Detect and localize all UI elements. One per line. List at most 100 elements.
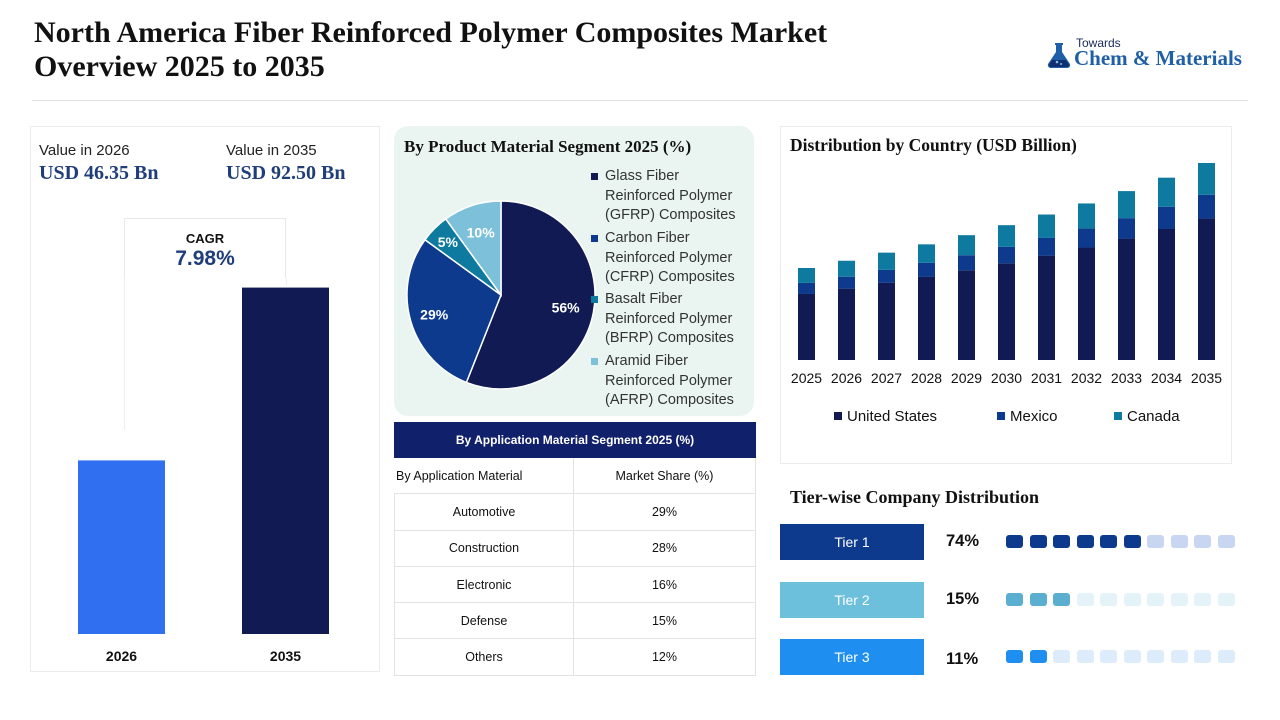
table-cell: Construction: [394, 530, 574, 566]
legend-item-canada: Canada: [1114, 408, 1180, 425]
kpi-bar: [78, 460, 165, 634]
table-row: Electronic 16%: [394, 566, 756, 604]
legend-text: (AFRP) Composites: [605, 392, 734, 408]
country-bar-segment: [838, 276, 855, 289]
x-tick-label: 2034: [1151, 370, 1182, 386]
tier-block: [1029, 650, 1047, 663]
tier-3-blocks: [1006, 650, 1235, 664]
tier-block: [1170, 650, 1188, 663]
logo-text-small: Towards: [1076, 36, 1121, 50]
country-bar-segment: [1118, 238, 1135, 360]
page-title: North America Fiber Reinforced Polymer C…: [34, 16, 994, 84]
tier-block: [1170, 593, 1188, 606]
tier-block: [1076, 650, 1094, 663]
table-row: Defense 15%: [394, 603, 756, 640]
legend-swatch: [591, 235, 598, 242]
table-title: By Application Material Segment 2025 (%): [394, 422, 756, 458]
country-bar-segment: [998, 225, 1015, 247]
pie-slice-label: 56%: [552, 299, 581, 315]
x-tick-label: 2028: [911, 370, 942, 386]
legend-text: United States: [847, 408, 938, 425]
tier-1-percent: 74%: [946, 532, 980, 550]
value-2026-label: Value in 2026: [39, 142, 130, 159]
tier-1-blocks: [1006, 535, 1235, 549]
country-bar-segment: [998, 263, 1015, 360]
tier-block: [1147, 535, 1164, 548]
table-row: Automotive 29%: [394, 494, 756, 531]
tier-block: [1053, 593, 1070, 606]
tier-2-percent: 15%: [946, 590, 980, 608]
tier-block: [1147, 650, 1164, 663]
legend-text: Reinforced Polymer: [605, 249, 733, 266]
x-tick-label: 2027: [871, 370, 902, 386]
legend-swatch: [834, 412, 842, 420]
column-header: By Application Material: [394, 458, 574, 494]
x-tick-label: 2026: [831, 370, 862, 386]
legend-item-mexico: Mexico: [997, 408, 1058, 425]
country-stacked-bar-chart: 2025 2026 2027 2028 2029 2030 2031 2032 2033 2034…: [791, 162, 1222, 386]
legend-text: (BFRP) Composites: [605, 330, 734, 346]
x-tick-label: 2025: [791, 370, 822, 386]
page-title-line1: North America Fiber Reinforced Polymer C…: [34, 16, 828, 49]
table-cell: 15%: [574, 603, 756, 639]
value-2035: USD 92.50 Bn: [226, 162, 346, 184]
legend-swatch: [591, 296, 598, 303]
tier-block: [1100, 593, 1117, 606]
country-bar-segment: [958, 270, 975, 360]
x-tick-label: 2035: [1191, 370, 1222, 386]
table-cell: 29%: [574, 494, 756, 530]
country-bar-segment: [1038, 237, 1055, 256]
country-bar-segment: [838, 260, 855, 277]
table-row: Construction 28%: [394, 530, 756, 567]
brand-logo: Towards Chem & Materials: [1040, 36, 1260, 76]
x-tick-label: 2029: [951, 370, 982, 386]
pie-slice-label: 29%: [420, 306, 449, 322]
value-2026: USD 46.35 Bn: [39, 162, 159, 184]
country-bar-segment: [1198, 218, 1215, 360]
tier-3-label: Tier 3: [780, 639, 924, 675]
legend-swatch: [997, 412, 1005, 420]
tier-block: [1123, 535, 1141, 548]
kpi-bar-chart: 2026 2035: [78, 287, 329, 664]
flask-icon: [1047, 43, 1071, 68]
table-row: Others 12%: [394, 639, 756, 676]
pie-slice-label: 5%: [438, 234, 459, 250]
table-cell: 12%: [574, 639, 756, 675]
tier-2-blocks: [1006, 593, 1235, 607]
tier-block: [1076, 593, 1094, 606]
country-bar-segment: [1198, 162, 1215, 195]
tier-block: [1053, 535, 1070, 548]
country-bar-segment: [1118, 218, 1135, 239]
tier-block: [1194, 593, 1211, 606]
legend-swatch: [1114, 412, 1122, 420]
legend-swatch: [591, 173, 598, 180]
legend-text: Basalt Fiber: [605, 291, 683, 307]
legend-swatch: [591, 358, 598, 365]
country-bar-segment: [1118, 191, 1135, 219]
tier-3-percent: 11%: [946, 650, 979, 668]
pie-slice: [465, 200, 596, 390]
header-divider: [32, 100, 1248, 101]
country-chart-title: Distribution by Country (USD Billion): [790, 135, 1077, 155]
country-bar-segment: [1078, 203, 1095, 229]
kpi-bar-label: 2035: [270, 648, 301, 664]
table-cell: 28%: [574, 530, 756, 566]
tier-block: [1123, 650, 1141, 663]
x-tick-label: 2030: [991, 370, 1022, 386]
legend-text: (GFRP) Composites: [605, 207, 736, 223]
table-cell: Defense: [394, 603, 574, 639]
legend-text: Carbon Fiber: [605, 230, 690, 246]
country-bar-segment: [1158, 177, 1175, 207]
tier-block: [1006, 650, 1023, 663]
country-bar-segment: [1158, 229, 1175, 360]
page-title-line2: Overview 2025 to 2035: [34, 50, 325, 83]
tier-block: [1123, 593, 1141, 606]
cagr-label: CAGR: [185, 231, 225, 246]
pie-slice: [444, 200, 502, 298]
kpi-bar-label: 2026: [106, 648, 137, 664]
tier-block: [1217, 593, 1235, 606]
legend-text: (CFRP) Composites: [605, 269, 735, 285]
country-bar-segment: [1198, 194, 1215, 219]
tier-title: Tier-wise Company Distribution: [790, 487, 1040, 507]
table-header-row: By Application Material Market Share (%): [394, 458, 756, 495]
